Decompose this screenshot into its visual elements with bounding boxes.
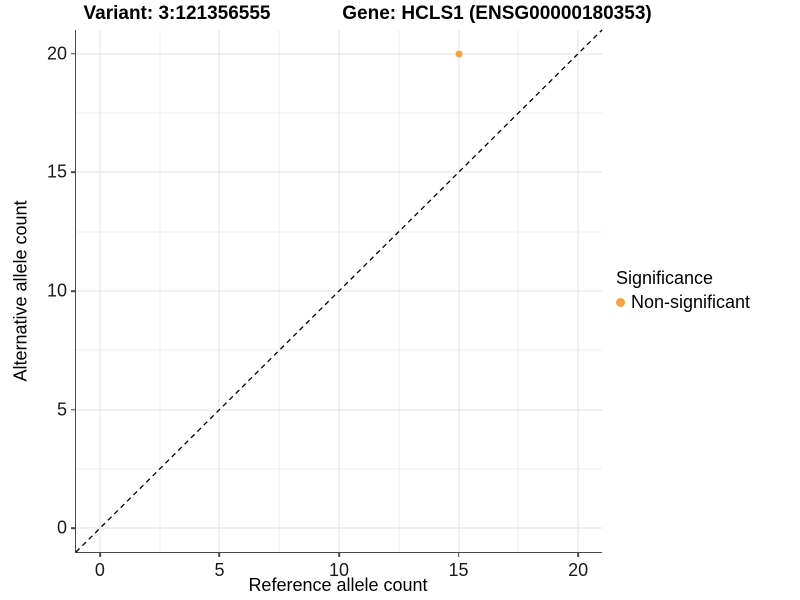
x-tick-label: 5 <box>214 560 225 580</box>
x-tick-label: 0 <box>94 560 105 580</box>
y-tick-mark <box>71 290 76 292</box>
plot-panel: 0 5 10 15 20 0 5 10 15 20 <box>47 29 603 580</box>
x-tick-mark <box>457 552 460 557</box>
x-tick-mark <box>218 552 221 557</box>
x-tick-label: 10 <box>328 560 350 580</box>
y-tick-mark <box>71 171 76 174</box>
y-tick-label: 0 <box>56 517 67 538</box>
y-axis-title: Alternative allele count <box>10 200 31 382</box>
plot-title-gene: Gene: HCLS1 (ENSG00000180353) <box>342 3 652 24</box>
x-tick-mark <box>338 552 340 557</box>
y-tick-label: 10 <box>46 280 67 301</box>
y-tick-mark <box>71 408 76 411</box>
gridline-horizontal-major <box>76 53 602 55</box>
gridline-horizontal-major <box>76 171 602 173</box>
y-tick-mark <box>71 52 76 55</box>
data-point <box>455 50 463 58</box>
gridline-horizontal-major <box>76 527 602 529</box>
legend: Significance Non-significant <box>616 266 750 314</box>
x-tick-label: 15 <box>448 560 469 580</box>
x-tick-mark <box>577 552 579 557</box>
y-tick-label: 5 <box>56 399 67 420</box>
x-tick-mark <box>99 552 101 557</box>
identity-line <box>75 29 603 553</box>
gridline-horizontal-major <box>76 409 602 411</box>
y-tick-mark <box>71 527 76 530</box>
legend-title: Significance <box>616 268 714 288</box>
x-tick-label: 20 <box>568 560 589 580</box>
legend-entry: Non-significant <box>616 290 750 314</box>
x-axis-title: Reference allele count <box>248 575 428 595</box>
legend-entry-label: Non-significant <box>631 291 751 312</box>
y-tick-label: 20 <box>46 43 67 64</box>
legend-point-icon <box>616 297 625 307</box>
plot-title-variant: Variant: 3:121356555 <box>83 3 271 24</box>
y-tick-label: 15 <box>46 161 67 182</box>
